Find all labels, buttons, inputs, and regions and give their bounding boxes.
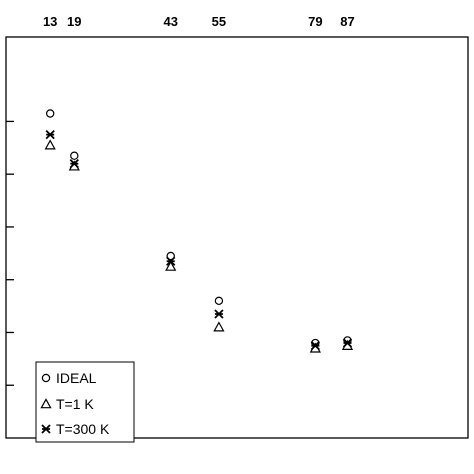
plot-frame (5, 36, 469, 439)
x-tick-label: 87 (340, 14, 354, 29)
data-point-cross (342, 338, 353, 348)
data-points (44, 109, 354, 353)
x-tick-label: 19 (67, 14, 81, 29)
data-point-circle (70, 151, 79, 160)
x-tick-label: 55 (212, 14, 226, 29)
data-point-circle (45, 109, 55, 118)
x-tick-label: 43 (163, 14, 177, 29)
legend-marker-triangle (40, 398, 52, 409)
data-point-circle (166, 251, 175, 261)
legend-marker-circle (41, 373, 51, 383)
data-point-triangle (213, 321, 225, 332)
data-point-cross (310, 341, 320, 351)
legend-label-t1k: T=1 K (56, 396, 94, 412)
legend: IDEAL T=1 K T=300 K (35, 361, 135, 443)
data-point-cross (69, 158, 79, 169)
data-point-triangle (44, 139, 56, 150)
y-axis-ticks (6, 120, 14, 386)
legend-marker-cross (41, 424, 51, 434)
legend-label-ideal: IDEAL (56, 370, 97, 386)
data-point-cross (45, 129, 55, 140)
x-tick-label: 79 (308, 14, 322, 29)
legend-markers (40, 373, 52, 434)
legend-box (35, 361, 135, 443)
data-point-cross (166, 256, 176, 266)
data-point-triangle (165, 260, 177, 271)
x-axis-tick-labels: 13 19 43 55 79 87 (43, 14, 355, 29)
data-point-cross (214, 309, 224, 319)
x-tick-label: 13 (43, 14, 57, 29)
legend-label-t300k: T=300 K (56, 421, 110, 437)
data-point-circle (214, 296, 224, 306)
